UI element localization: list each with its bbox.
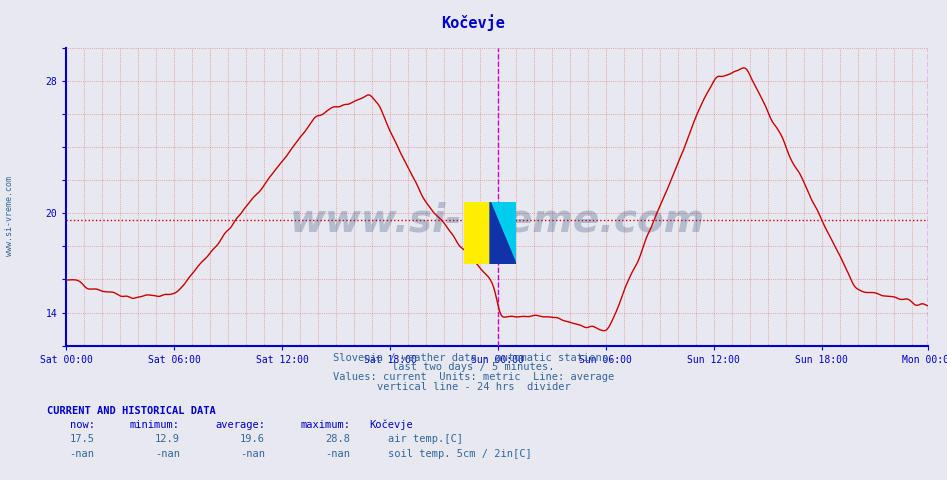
Polygon shape [491, 202, 516, 264]
Text: air temp.[C]: air temp.[C] [388, 434, 463, 444]
Text: maximum:: maximum: [300, 420, 350, 430]
Text: vertical line - 24 hrs  divider: vertical line - 24 hrs divider [377, 382, 570, 392]
Text: Values: current  Units: metric  Line: average: Values: current Units: metric Line: aver… [333, 372, 614, 382]
Text: Kočevje: Kočevje [441, 14, 506, 31]
Text: 19.6: 19.6 [241, 434, 265, 444]
Text: 17.5: 17.5 [70, 434, 95, 444]
Text: www.si-vreme.com: www.si-vreme.com [290, 202, 705, 240]
Text: -nan: -nan [326, 449, 350, 459]
Text: now:: now: [70, 420, 95, 430]
Text: CURRENT AND HISTORICAL DATA: CURRENT AND HISTORICAL DATA [47, 406, 216, 416]
Polygon shape [491, 202, 516, 264]
Text: -nan: -nan [155, 449, 180, 459]
Text: Kočevje: Kočevje [369, 420, 413, 431]
Text: 28.8: 28.8 [326, 434, 350, 444]
Text: minimum:: minimum: [130, 420, 180, 430]
Text: last two days / 5 minutes.: last two days / 5 minutes. [392, 362, 555, 372]
Text: soil temp. 5cm / 2in[C]: soil temp. 5cm / 2in[C] [388, 449, 532, 459]
Text: 12.9: 12.9 [155, 434, 180, 444]
Text: -nan: -nan [241, 449, 265, 459]
Text: average:: average: [215, 420, 265, 430]
Text: Slovenia / weather data - automatic stations.: Slovenia / weather data - automatic stat… [333, 353, 614, 363]
Text: www.si-vreme.com: www.si-vreme.com [5, 176, 14, 256]
Text: -nan: -nan [70, 449, 95, 459]
